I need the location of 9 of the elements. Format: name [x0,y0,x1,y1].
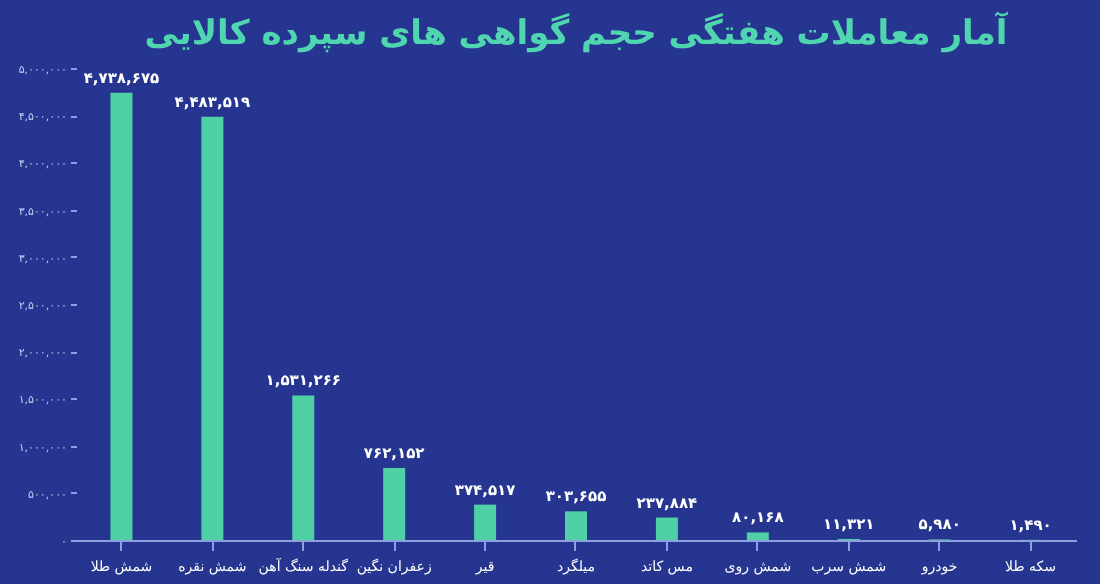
bar [292,395,315,540]
bar [565,511,587,540]
bar [110,92,133,540]
bar [201,116,224,540]
bar [383,468,406,540]
chart-title: آمار معاملات هفتگی حجم گواهی های سپرده کالایی [144,10,1010,54]
bar [655,517,678,540]
bar [746,532,769,540]
bar [474,504,497,540]
